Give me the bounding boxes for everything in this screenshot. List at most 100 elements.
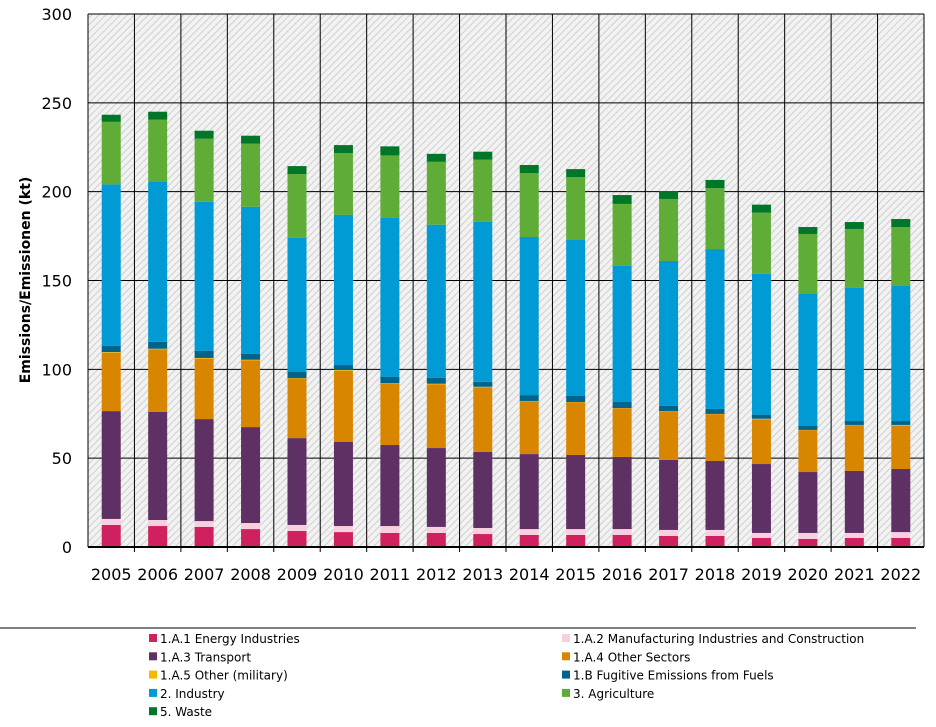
bar-segment-2007-2 <box>194 419 214 522</box>
x-tick-label: 2009 <box>277 565 318 584</box>
grid <box>87 13 925 552</box>
bar-segment-2011-3 <box>380 383 400 446</box>
legend-label: 1.A.4 Other Sectors <box>573 650 690 664</box>
bar-segment-2014-5 <box>519 395 539 401</box>
x-tick-label: 2013 <box>462 565 503 584</box>
x-tick-label: 2020 <box>788 565 829 584</box>
x-tick-label: 2005 <box>91 565 132 584</box>
bar-segment-2017-7 <box>659 198 679 261</box>
bar-segment-2020-1 <box>798 532 818 540</box>
bar-segment-2013-0 <box>473 534 493 547</box>
x-tick-label: 2007 <box>184 565 225 584</box>
legend: 1.A.1 Energy Industries 1.A.2 Manufacturi… <box>149 632 864 719</box>
bar-segment-2020-5 <box>798 426 818 430</box>
bar-segment-2007-6 <box>194 201 214 351</box>
legend-label: 1.B Fugitive Emissions from Fuels <box>573 669 774 683</box>
bar-segment-2011-1 <box>380 526 400 533</box>
bar-segment-2018-3 <box>705 414 725 462</box>
bar-segment-2020-2 <box>798 472 818 533</box>
legend-label: 1.A.3 Transport <box>160 650 251 664</box>
bar-segment-2019-3 <box>751 419 771 465</box>
bar-segment-2020-8 <box>798 227 818 234</box>
bar-segment-2019-1 <box>751 532 771 538</box>
bar-segment-2015-2 <box>566 454 586 530</box>
bar-segment-2012-6 <box>426 224 446 378</box>
bar-segment-2018-1 <box>705 529 725 536</box>
bar-segment-2017-6 <box>659 260 679 406</box>
bar-segment-2005-5 <box>101 345 121 353</box>
bar-segment-2021-0 <box>844 537 864 547</box>
bar-segment-2013-5 <box>473 381 493 387</box>
bar-segment-2019-5 <box>751 414 771 419</box>
bar-segment-2011-6 <box>380 217 400 377</box>
bar-segment-2006-1 <box>148 519 168 527</box>
bar-segment-2008-8 <box>241 135 261 144</box>
x-tick-label: 2010 <box>323 565 364 584</box>
legend-swatch <box>562 670 570 679</box>
bar-segment-2012-0 <box>426 532 446 547</box>
bar-segment-2009-6 <box>287 237 307 372</box>
bar-segment-2010-4 <box>333 370 353 371</box>
bar-segment-2006-2 <box>148 411 168 520</box>
bar-segment-2016-6 <box>612 265 632 403</box>
bar-segment-2005-7 <box>101 121 121 185</box>
x-tick-label: 2018 <box>695 565 736 584</box>
bar-segment-2007-4 <box>194 357 214 359</box>
bar-segment-2012-8 <box>426 153 446 162</box>
bar-segment-2012-3 <box>426 384 446 449</box>
bar-segment-2006-0 <box>148 526 168 547</box>
bar-segment-2017-3 <box>659 411 679 460</box>
bar-segment-2005-3 <box>101 352 121 412</box>
bar-segment-2010-7 <box>333 153 353 215</box>
bar-segment-2016-8 <box>612 195 632 204</box>
bar-segment-2016-7 <box>612 203 632 266</box>
x-tick-label: 2011 <box>370 565 411 584</box>
bar-segment-2012-1 <box>426 526 446 533</box>
x-tick-label: 2015 <box>555 565 596 584</box>
bar-segment-2008-6 <box>241 206 261 354</box>
bar-segment-2015-6 <box>566 239 586 396</box>
legend-label: 1.A.2 Manufacturing Industries and Const… <box>573 632 864 646</box>
x-tick-label: 2021 <box>834 565 875 584</box>
bar-segment-2021-8 <box>844 222 864 229</box>
bar-segment-2017-2 <box>659 459 679 530</box>
bar-segment-2007-3 <box>194 358 214 420</box>
bar-segment-2022-0 <box>891 537 911 547</box>
legend-label: 3. Agriculture <box>573 687 654 701</box>
legend-swatch <box>562 634 570 642</box>
x-tick-label: 2012 <box>416 565 457 584</box>
bar-segment-2010-3 <box>333 370 353 442</box>
bar-segment-2008-3 <box>241 360 261 428</box>
legend-swatch <box>149 670 157 679</box>
bar-segment-2007-0 <box>194 526 214 547</box>
legend-label: 1.A.5 Other (military) <box>160 669 288 683</box>
y-tick-label: 0 <box>62 538 72 557</box>
bar-segment-2018-0 <box>705 535 725 547</box>
bar-segment-2007-1 <box>194 521 214 527</box>
bar-segment-2019-8 <box>751 204 771 213</box>
legend-swatch <box>562 688 570 697</box>
bar-segment-2018-2 <box>705 461 725 530</box>
bar-segment-2010-2 <box>333 441 353 527</box>
bar-segment-2011-0 <box>380 532 400 547</box>
x-tick-label: 2019 <box>741 565 782 584</box>
y-tick-label: 50 <box>52 449 72 468</box>
y-tick-label: 200 <box>41 183 72 202</box>
bar-segment-2018-5 <box>705 408 725 414</box>
bar-segment-2019-2 <box>751 464 771 533</box>
bar-segment-2008-5 <box>241 353 261 360</box>
bar-segment-2013-1 <box>473 527 493 535</box>
bar-segment-2016-2 <box>612 456 632 530</box>
bar-segment-2011-5 <box>380 376 400 384</box>
bar-segment-2010-1 <box>333 526 353 533</box>
bar-segment-2017-8 <box>659 191 679 199</box>
bar-segment-2005-6 <box>101 184 121 346</box>
legend-swatch <box>149 707 157 716</box>
bar-segment-2015-5 <box>566 395 586 403</box>
bar-segment-2012-4 <box>426 383 446 385</box>
bar-segment-2009-5 <box>287 371 307 379</box>
bar-segment-2008-4 <box>241 359 261 361</box>
bar-segment-2016-5 <box>612 402 632 409</box>
legend-label: 2. Industry <box>160 687 225 701</box>
